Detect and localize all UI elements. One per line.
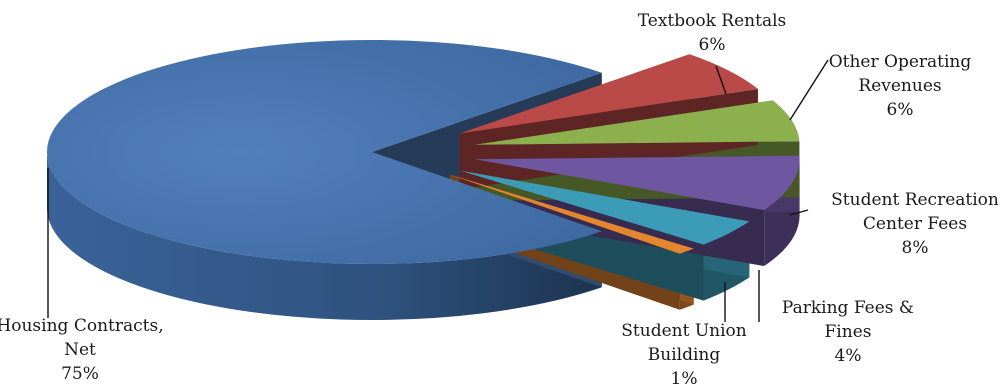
leader-lines [47,59,829,322]
slice-value-label: 6% [887,100,914,120]
slice-value-label: 1% [671,369,698,388]
slice-value-label: 6% [699,35,726,55]
slice-top-other-operating-revenues [474,100,800,145]
slice-wall [47,152,602,320]
slice-name-label: Other Operating [829,52,972,72]
slice-name-label: Parking Fees & [782,298,914,318]
slice-top-student-union-building [449,174,694,254]
slice-labels: Housing Contracts, Net 75% Textbook Rentals… [0,11,999,388]
leader-line-textbook-rentals [715,65,727,95]
slice-value-label: 8% [902,238,929,258]
slice-top-textbook-rentals [459,54,758,134]
leader-line-student-recreation-center-fees [789,209,809,216]
slice-name-label: Textbook Rentals [638,11,787,31]
slice-top-parking-fees-fines [459,170,750,245]
slice-value-label: 75% [61,364,99,384]
slice-name-label: Net [64,340,96,360]
slice-name-label: Revenues [858,76,941,96]
pie-tops [47,40,800,265]
leader-line-other-operating-revenues [789,59,829,121]
slice-name-label: Fines [825,322,872,342]
slice-name-label: Housing Contracts, [0,316,164,336]
slice-name-label: Center Fees [863,214,967,234]
slice-top-student-recreation-center-fees [474,155,800,211]
slice-name-label: Student Recreation [831,190,999,210]
slice-name-label: Student Union [621,321,747,341]
slice-top-housing-contracts-net [47,40,602,265]
slice-value-label: 4% [835,346,862,366]
slice-name-label: Building [648,345,721,365]
